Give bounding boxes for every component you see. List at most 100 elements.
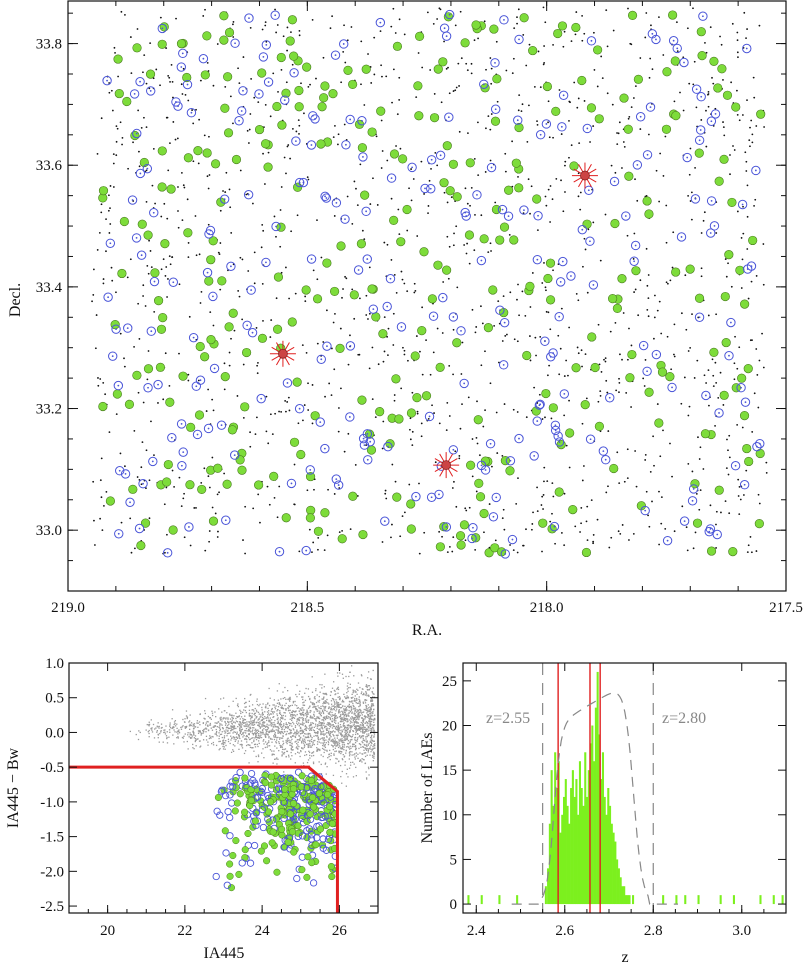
field-dot xyxy=(374,416,377,419)
object-dot xyxy=(360,730,362,733)
object-dot xyxy=(287,740,289,742)
field-dot xyxy=(687,414,690,417)
field-dot xyxy=(182,497,185,500)
object-dot xyxy=(369,710,371,713)
blue-candidate xyxy=(535,399,545,410)
field-dot xyxy=(475,326,478,328)
object-dot xyxy=(166,736,168,739)
object-dot xyxy=(322,692,324,695)
green-candidate xyxy=(438,57,448,67)
field-dot xyxy=(539,335,542,338)
field-dot xyxy=(562,210,565,213)
object-dot xyxy=(323,738,325,740)
field-dot xyxy=(274,412,277,415)
green-candidate xyxy=(473,415,483,425)
object-dot xyxy=(343,710,345,712)
object-dot xyxy=(334,737,336,739)
blue-candidate xyxy=(558,90,569,101)
object-dot xyxy=(350,747,352,749)
field-dot xyxy=(531,523,534,525)
field-dot xyxy=(738,346,741,349)
object-dot xyxy=(306,713,309,715)
green-candidate xyxy=(483,323,493,333)
field-dot xyxy=(403,282,406,285)
field-dot xyxy=(375,135,378,138)
object-dot xyxy=(262,740,264,742)
blue-candidate xyxy=(558,256,568,267)
object-dot xyxy=(370,729,372,732)
object-dot xyxy=(331,714,334,716)
field-dot xyxy=(271,433,274,436)
object-dot xyxy=(218,732,220,734)
object-dot xyxy=(327,717,329,719)
field-dot xyxy=(383,316,386,319)
field-dot xyxy=(659,152,662,155)
object-dot xyxy=(287,726,290,728)
blue-candidate-dot xyxy=(126,327,129,330)
field-dot xyxy=(691,470,694,473)
object-dot xyxy=(346,737,348,739)
object-dot xyxy=(359,737,362,739)
field-dot xyxy=(695,106,698,109)
object-dot xyxy=(340,732,342,734)
green-candidate xyxy=(204,276,214,286)
object-dot xyxy=(284,712,286,714)
object-dot xyxy=(285,733,287,736)
object-dot xyxy=(224,724,227,726)
green-candidate xyxy=(586,103,597,113)
field-dot xyxy=(417,52,420,54)
blue-candidate xyxy=(554,312,564,322)
blue-candidate xyxy=(142,163,153,174)
blue-candidate xyxy=(146,326,157,336)
object-dot xyxy=(356,722,358,724)
object-dot xyxy=(341,726,343,728)
object-dot xyxy=(137,738,140,741)
green-candidate xyxy=(113,54,123,64)
object-dot xyxy=(334,715,337,717)
green-candidate xyxy=(709,56,719,66)
object-dot xyxy=(335,757,337,760)
field-dot xyxy=(563,30,566,33)
object-dot xyxy=(352,704,354,707)
field-dot xyxy=(745,170,748,172)
object-dot xyxy=(148,723,151,726)
object-dot xyxy=(335,728,337,731)
blue-candidate xyxy=(271,221,281,232)
field-dot xyxy=(715,510,718,513)
field-dot xyxy=(124,14,126,16)
object-dot xyxy=(147,724,150,726)
object-dot xyxy=(207,724,209,726)
object-dot xyxy=(363,759,365,761)
object-dot xyxy=(249,727,252,729)
object-dot xyxy=(339,698,341,701)
object-dot xyxy=(235,720,238,722)
object-dot xyxy=(266,716,269,718)
object-dot xyxy=(280,720,282,723)
object-dot xyxy=(340,739,343,741)
object-dot xyxy=(322,730,325,732)
object-dot xyxy=(336,701,338,703)
blue-candidate xyxy=(221,515,231,525)
field-dot xyxy=(533,86,536,88)
blue-candidate-dot xyxy=(234,42,236,45)
object-dot xyxy=(327,707,330,710)
object-dot xyxy=(254,737,256,739)
object-dot xyxy=(309,746,311,748)
green-candidate xyxy=(685,264,695,274)
object-dot xyxy=(188,721,190,723)
object-dot xyxy=(349,739,352,741)
green-candidate xyxy=(312,294,323,304)
blue-candidate-dot xyxy=(428,415,431,418)
field-dot xyxy=(581,14,583,17)
field-dot xyxy=(723,134,726,137)
blue-candidate-dot xyxy=(672,39,675,42)
blue-candidate xyxy=(105,238,116,248)
field-dot xyxy=(720,511,722,514)
object-dot xyxy=(204,712,206,715)
object-dot xyxy=(248,732,250,735)
object-dot xyxy=(347,696,349,698)
object-dot xyxy=(194,737,197,740)
field-dot xyxy=(568,399,570,402)
field-dot xyxy=(506,333,508,336)
object-dot xyxy=(294,762,296,764)
